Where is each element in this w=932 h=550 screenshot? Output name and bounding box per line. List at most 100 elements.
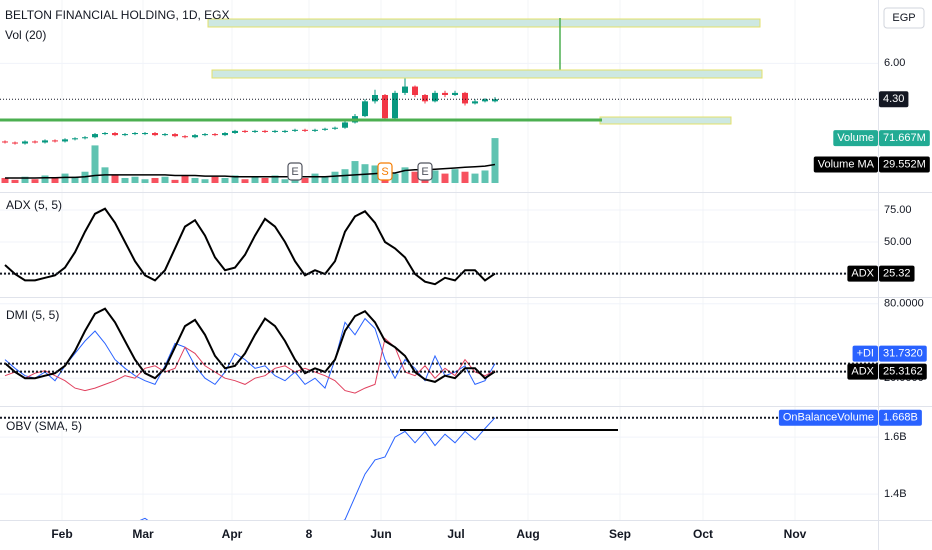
- volume-bar: [411, 171, 419, 183]
- y-tick-label: 6.00: [884, 57, 905, 69]
- x-tick-label: Jun: [370, 527, 391, 541]
- tag-box: [879, 91, 909, 108]
- x-tick-label: Oct: [693, 527, 713, 541]
- candle-body: [22, 141, 28, 144]
- candle-body: [272, 130, 278, 132]
- candle-body: [32, 141, 38, 143]
- volume-bar: [11, 179, 19, 183]
- volume-bar: [481, 170, 489, 183]
- y-tick-label: 1.6B: [884, 431, 907, 443]
- volume-bar: [331, 171, 339, 183]
- volume-bar: [401, 167, 409, 183]
- candle-body: [42, 140, 48, 143]
- currency-box[interactable]: [883, 7, 925, 29]
- tag-text: ADX: [851, 267, 874, 279]
- candle-body: [102, 133, 108, 135]
- volume-bar: [471, 173, 479, 183]
- volume-bar: [141, 179, 149, 183]
- volume-bar: [31, 179, 39, 183]
- y-tick-label: 80.0000: [884, 298, 924, 310]
- tag-box: [833, 130, 878, 147]
- indicator-line: [4, 307, 496, 383]
- event-marker: [377, 162, 393, 181]
- candle-body: [432, 92, 438, 102]
- volume-bar: [181, 175, 189, 183]
- volume-bar: [311, 173, 319, 183]
- pane-title: OBV (SMA, 5): [6, 419, 82, 433]
- volume-bar: [301, 177, 309, 183]
- candle-body: [152, 133, 158, 136]
- zone-drawing: [211, 69, 763, 79]
- volume-bar: [491, 138, 499, 183]
- volume-bar: [441, 173, 449, 183]
- y-tick-label: 1.4B: [884, 488, 907, 500]
- candle-body: [142, 133, 148, 135]
- volume-bar: [271, 175, 279, 183]
- candle-body: [452, 92, 458, 95]
- candle-body: [442, 92, 448, 95]
- candle-body: [2, 141, 8, 143]
- tag-text: OnBalanceVolume: [783, 412, 874, 424]
- volume-bar: [281, 179, 289, 183]
- volume-bar: [131, 176, 139, 183]
- tag-text: +DI: [857, 347, 874, 359]
- volume-bar: [91, 145, 99, 183]
- candle-body: [12, 142, 18, 144]
- tag-box: [847, 265, 878, 282]
- event-label: S: [381, 166, 388, 178]
- candle-body: [132, 133, 138, 135]
- volume-bar: [151, 177, 159, 183]
- volume-bar: [191, 177, 199, 183]
- candle-body: [462, 92, 468, 104]
- tag-text: 25.3162: [883, 365, 923, 377]
- candle-body: [252, 130, 258, 132]
- volume-bar: [161, 176, 169, 183]
- y-tick-label: 75.00: [884, 204, 912, 216]
- candle-body: [52, 140, 58, 142]
- volume-bar: [51, 177, 59, 183]
- volume-bar: [71, 176, 79, 183]
- volume-bar: [221, 177, 229, 183]
- tag-text: 29.552M: [883, 158, 926, 170]
- volume-bar: [241, 179, 249, 183]
- volume-bar: [261, 177, 269, 183]
- event-label: E: [291, 166, 298, 178]
- tag-text: Volume: [837, 132, 874, 144]
- x-tick-label: Nov: [784, 527, 807, 541]
- y-tick-label: 50.00: [884, 236, 912, 248]
- volume-bar: [461, 171, 469, 183]
- x-tick-label: Feb: [51, 527, 72, 541]
- volume-bar: [251, 176, 259, 183]
- tag-box: [879, 345, 927, 362]
- tag-box: [852, 345, 878, 362]
- volume-bar: [121, 177, 129, 183]
- candle-body: [372, 95, 378, 102]
- volume-bar: [61, 173, 69, 183]
- event-marker: [417, 162, 433, 181]
- candle-body: [492, 99, 498, 102]
- candle-body: [262, 130, 268, 132]
- x-tick-label: Apr: [222, 527, 243, 541]
- candle-body: [112, 133, 118, 136]
- volume-bar: [1, 177, 9, 183]
- tag-text: 4.30: [883, 93, 904, 105]
- volume-bar: [201, 179, 209, 183]
- currency[interactable]: EGP: [892, 12, 915, 24]
- candle-body: [72, 138, 78, 140]
- candle-body: [402, 86, 408, 93]
- chart-title: BELTON FINANCIAL HOLDING, 1D, EGX: [5, 8, 230, 22]
- candle-body: [312, 129, 318, 131]
- plot-layer: [0, 0, 878, 520]
- volume-bar: [321, 176, 329, 183]
- candle-body: [482, 99, 488, 102]
- candle-body: [302, 129, 308, 131]
- tag-text: 31.7320: [883, 347, 923, 359]
- candle-body: [332, 127, 338, 129]
- tag-box: [813, 156, 878, 173]
- x-tick-label: Jul: [447, 527, 464, 541]
- volume-bar: [351, 161, 359, 183]
- volume-bar: [41, 175, 49, 183]
- tag-text: 25.32: [883, 267, 911, 279]
- event-label: E: [421, 166, 428, 178]
